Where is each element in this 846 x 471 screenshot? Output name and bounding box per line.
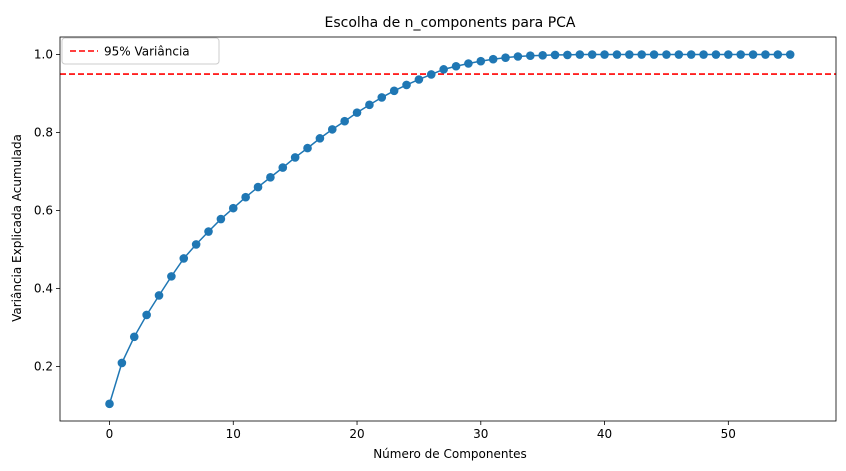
data-point xyxy=(327,125,337,134)
data-point xyxy=(365,100,374,110)
data-point xyxy=(674,50,684,59)
data-point xyxy=(625,50,634,59)
data-point xyxy=(377,93,387,102)
x-tick-label: 0 xyxy=(106,427,114,441)
data-point xyxy=(575,50,585,59)
data-point xyxy=(117,358,127,368)
data-point xyxy=(612,50,622,59)
data-point xyxy=(736,50,746,59)
data-point xyxy=(526,51,535,61)
data-point xyxy=(191,240,201,249)
data-point xyxy=(550,50,560,60)
data-point xyxy=(278,163,288,172)
data-point xyxy=(563,50,572,60)
y-axis-label: Variância Explicada Acumulada xyxy=(10,134,24,322)
data-point xyxy=(266,173,275,182)
data-point xyxy=(290,153,300,162)
data-point xyxy=(538,51,547,60)
data-point xyxy=(216,214,226,224)
data-point xyxy=(724,50,733,59)
y-tick-label: 0.2 xyxy=(34,359,53,373)
data-point xyxy=(167,272,176,281)
x-tick-label: 50 xyxy=(721,427,736,441)
data-point xyxy=(154,291,164,300)
data-point xyxy=(315,134,325,143)
data-point xyxy=(414,75,424,84)
data-point xyxy=(488,54,498,64)
data-points xyxy=(105,50,795,409)
y-tick-label: 0.6 xyxy=(34,203,53,217)
chart-title: Escolha de n_components para PCA xyxy=(324,15,575,31)
legend-label: 95% Variância xyxy=(104,45,190,59)
y-tick-label: 0.4 xyxy=(34,281,53,295)
x-tick-label: 30 xyxy=(473,427,488,441)
data-point xyxy=(426,70,436,79)
legend-box xyxy=(61,37,220,65)
x-tick-label: 10 xyxy=(226,427,241,441)
data-point xyxy=(761,50,770,59)
data-point xyxy=(501,53,510,62)
data-point xyxy=(662,50,671,59)
data-point xyxy=(389,86,399,96)
axes-frame xyxy=(59,36,837,422)
data-point xyxy=(340,116,349,126)
x-axis-label: Número de Componentes xyxy=(373,447,527,461)
y-axis-ticks: 0.2 0.4 0.6 0.8 1.0 xyxy=(34,48,60,373)
data-point xyxy=(513,52,523,61)
data-point xyxy=(352,108,362,117)
data-point xyxy=(637,50,646,59)
data-point xyxy=(179,254,189,263)
y-tick-label: 1.0 xyxy=(34,48,53,62)
data-point xyxy=(699,50,708,59)
x-axis-ticks: 0 10 20 30 40 50 xyxy=(106,421,736,441)
data-point xyxy=(439,65,448,74)
plot-area xyxy=(60,50,836,409)
data-point xyxy=(303,143,312,153)
data-point xyxy=(600,50,609,59)
data-point xyxy=(587,50,597,59)
legend: 95% Variância xyxy=(61,37,220,65)
data-point xyxy=(711,50,721,59)
data-point xyxy=(402,80,411,90)
data-point xyxy=(253,182,263,192)
data-point xyxy=(476,56,486,66)
data-point xyxy=(129,332,139,342)
data-point xyxy=(773,50,783,59)
x-tick-label: 20 xyxy=(349,427,364,441)
data-point xyxy=(451,61,461,71)
data-point xyxy=(686,50,696,59)
x-tick-label: 40 xyxy=(597,427,612,441)
data-point xyxy=(105,399,114,409)
data-point xyxy=(785,50,795,59)
data-point xyxy=(204,227,213,236)
data-point xyxy=(228,203,238,213)
data-point xyxy=(649,50,659,59)
data-point xyxy=(464,59,473,68)
data-point xyxy=(142,310,151,320)
data-point xyxy=(241,192,250,202)
data-point xyxy=(748,50,758,59)
y-tick-label: 0.8 xyxy=(34,126,53,140)
